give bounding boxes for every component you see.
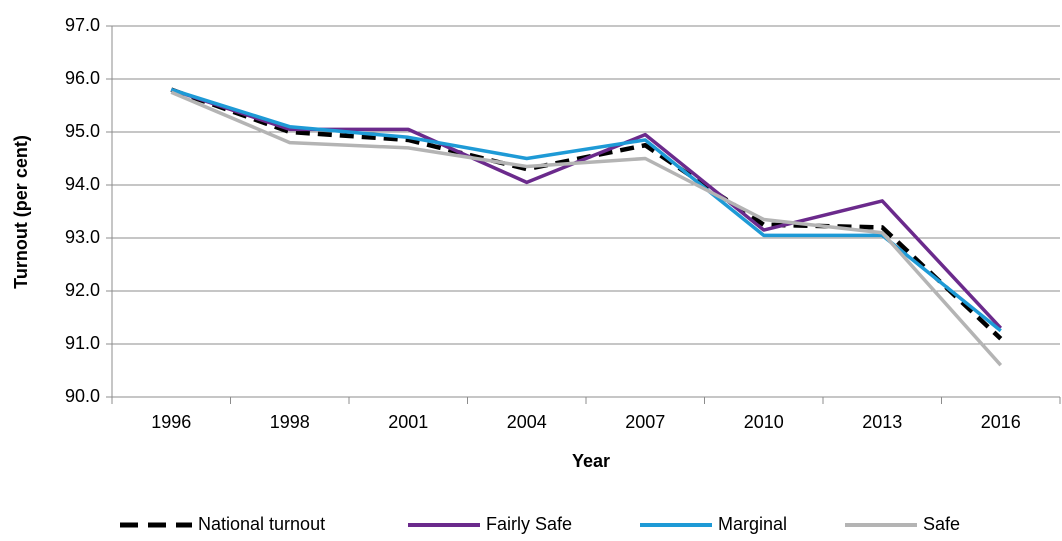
x-tick-label: 2010 xyxy=(744,412,784,432)
y-axis-label: Turnout (per cent) xyxy=(11,135,31,289)
x-tick-label: 1998 xyxy=(270,412,310,432)
y-tick-label: 91.0 xyxy=(65,333,100,353)
y-tick-label: 90.0 xyxy=(65,386,100,406)
x-tick-label: 2001 xyxy=(388,412,428,432)
legend-label: National turnout xyxy=(198,514,325,534)
x-tick-label: 2013 xyxy=(862,412,902,432)
x-axis-label: Year xyxy=(572,451,610,471)
y-tick-label: 96.0 xyxy=(65,68,100,88)
legend-label: Fairly Safe xyxy=(486,514,572,534)
x-tick-label: 2007 xyxy=(625,412,665,432)
y-tick-label: 97.0 xyxy=(65,15,100,35)
series-line xyxy=(170,87,1002,333)
y-tick-label: 92.0 xyxy=(65,280,100,300)
series-line xyxy=(170,87,1003,330)
y-tick-label: 95.0 xyxy=(65,121,100,141)
legend-label: Safe xyxy=(923,514,960,534)
y-tick-label: 93.0 xyxy=(65,227,100,247)
x-tick-label: 2016 xyxy=(981,412,1021,432)
series-line xyxy=(170,90,1003,367)
x-tick-label: 1996 xyxy=(151,412,191,432)
y-tick-label: 94.0 xyxy=(65,174,100,194)
x-tick-label: 2004 xyxy=(507,412,547,432)
legend-label: Marginal xyxy=(718,514,787,534)
